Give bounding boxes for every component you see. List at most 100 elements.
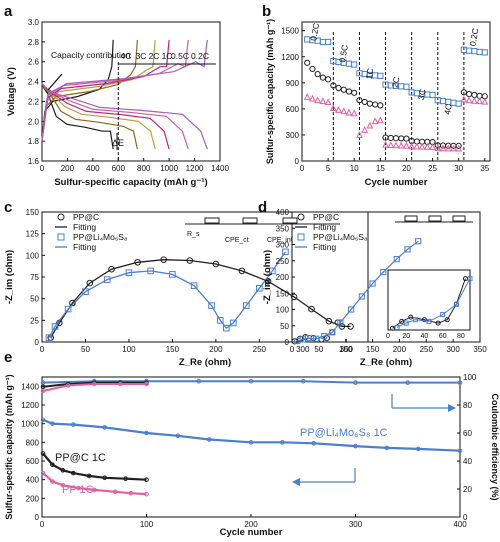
panel-b-point <box>397 141 405 149</box>
panel-c-point <box>125 269 133 276</box>
panel-b-point <box>418 142 426 150</box>
panel-letter-b: b <box>262 3 271 20</box>
panel-b-point <box>340 107 348 115</box>
panel-b-point <box>455 100 462 107</box>
panel-c-ytick-label: 50 <box>30 295 39 304</box>
panel-a-rate-label: 2C <box>149 51 160 61</box>
panel-c-fit-line <box>48 251 286 339</box>
panel-e-point <box>86 473 92 479</box>
panel-e-y2tick-label: 60 <box>463 429 472 438</box>
panel-d-point <box>358 293 365 300</box>
panel-d-point <box>329 329 336 336</box>
panel-e-arrow-head <box>292 478 300 486</box>
panel-c-circuit-label: CPE_int <box>267 237 293 244</box>
panel-e-point <box>112 489 118 495</box>
panel-a-ytick-label: 3.0 <box>28 18 40 27</box>
panel-b-point <box>476 48 483 56</box>
panel-e-ytick-label: 800 <box>26 438 40 447</box>
panel-a-annotation: Capacity contribution <box>51 50 131 60</box>
panel-b-ytick-label: 0 <box>295 157 300 166</box>
panel-c-circuit-label: R_s <box>187 231 200 238</box>
panel-d-ylabel: -Z_im (ohm) <box>262 250 273 304</box>
panel-a-xtick-label: 1400 <box>211 164 229 173</box>
panel-d-inset-point <box>453 301 459 307</box>
panel-c-point <box>282 248 289 256</box>
panel-c-point <box>64 305 72 313</box>
panel-b-point <box>429 91 436 99</box>
panel-e-series-line <box>42 383 147 392</box>
panel-d-point <box>369 280 376 287</box>
panel-b-point <box>361 98 368 106</box>
panel-b-ytick-label: 900 <box>286 79 300 88</box>
panel-a-ylabel: Voltage (V) <box>6 67 17 116</box>
panel-e-ytick-label: 1000 <box>21 420 39 429</box>
panel-d-ytick-label: 50 <box>280 322 289 331</box>
panel-b-point <box>450 144 457 152</box>
panel-c-circuit-element <box>242 217 258 224</box>
panel-a-rate-label: 0.2C <box>191 51 209 61</box>
panel-c-fit-line <box>50 259 351 339</box>
panel-d-circuit-element <box>452 215 466 222</box>
panel-e-point <box>457 380 463 385</box>
panel-d-ytick-label: 300 <box>276 241 290 250</box>
panel-e-point <box>353 443 358 449</box>
panel-e-point <box>405 380 411 385</box>
panel-c-point <box>222 324 230 332</box>
panel-b-segment-label: 0.5C <box>337 44 350 63</box>
panel-b-ytick-label: 600 <box>286 105 300 114</box>
panel-c-point <box>86 279 94 287</box>
panel-c-point <box>256 284 263 292</box>
panel-d-circuit-element <box>428 215 442 222</box>
panel-d-ytick-label: 100 <box>276 306 290 315</box>
panel-c-ytick-label: 0 <box>35 338 40 347</box>
panel-frames <box>41 21 491 518</box>
panel-e-point <box>144 477 149 482</box>
panel-c-ytick-label: 150 <box>26 208 40 217</box>
panel-letter-a: a <box>4 3 13 20</box>
panel-e-series-label: PP 1C <box>62 484 94 496</box>
panel-e-ytick-label: 0 <box>35 513 40 522</box>
panel-a-ytick-label: 1.8 <box>28 137 40 146</box>
panel-d-inset-tick-label: 60 <box>439 333 447 340</box>
panel-d-xtick-label: 50 <box>314 345 323 354</box>
panel-d-inset-point <box>399 318 405 324</box>
panel-d-inset-tick-label: 80 <box>457 333 465 340</box>
panel-e-point <box>76 485 81 491</box>
panel-b-point <box>434 144 442 152</box>
panel-letter-d: d <box>258 199 267 216</box>
panel-e-point <box>144 491 149 497</box>
panel-e-xtick-label: 200 <box>244 520 258 529</box>
panel-e-point <box>40 388 46 394</box>
panel-d-xtick-label: 350 <box>473 345 487 354</box>
panel-e-y2tick-label: 100 <box>463 373 477 382</box>
panel-e-point <box>144 381 149 387</box>
panel-c-xtick-label: 200 <box>209 345 223 354</box>
panel-e-point <box>311 440 317 446</box>
panel-d-point <box>415 238 422 245</box>
panel-e-point <box>102 425 107 430</box>
panel-e-point <box>175 433 181 439</box>
panel-b-point <box>335 84 342 92</box>
panel-e-point <box>71 470 76 476</box>
panel-b-point <box>460 95 468 103</box>
panel-b-point <box>408 142 416 150</box>
panel-d-fit-line <box>297 240 419 342</box>
panel-e-point <box>40 451 46 456</box>
panel-b-point <box>366 121 374 129</box>
panel-a-xlabel: Sulfur-specific capacity (mAh g⁻¹) <box>54 177 207 188</box>
panel-b-point <box>376 116 384 124</box>
panel-e-series-line <box>42 418 461 452</box>
panel-a-ytick-label: 1.6 <box>28 157 40 166</box>
panel-e-arrow-head <box>448 404 456 412</box>
panel-b-point <box>476 97 483 105</box>
panel-c-point <box>186 257 194 264</box>
panel-b-segment-label: 0.2C <box>308 22 321 41</box>
panel-e-point <box>60 468 66 473</box>
panel-d-inset-point <box>394 324 400 330</box>
panel-c-xtick-label: 350 <box>340 345 354 354</box>
panel-c-circuit-element <box>282 217 298 224</box>
panel-b-point <box>403 83 410 90</box>
panel-c-xtick-label: 150 <box>166 345 180 354</box>
panel-d-inset-point <box>390 325 396 331</box>
panel-b-point <box>392 135 400 142</box>
